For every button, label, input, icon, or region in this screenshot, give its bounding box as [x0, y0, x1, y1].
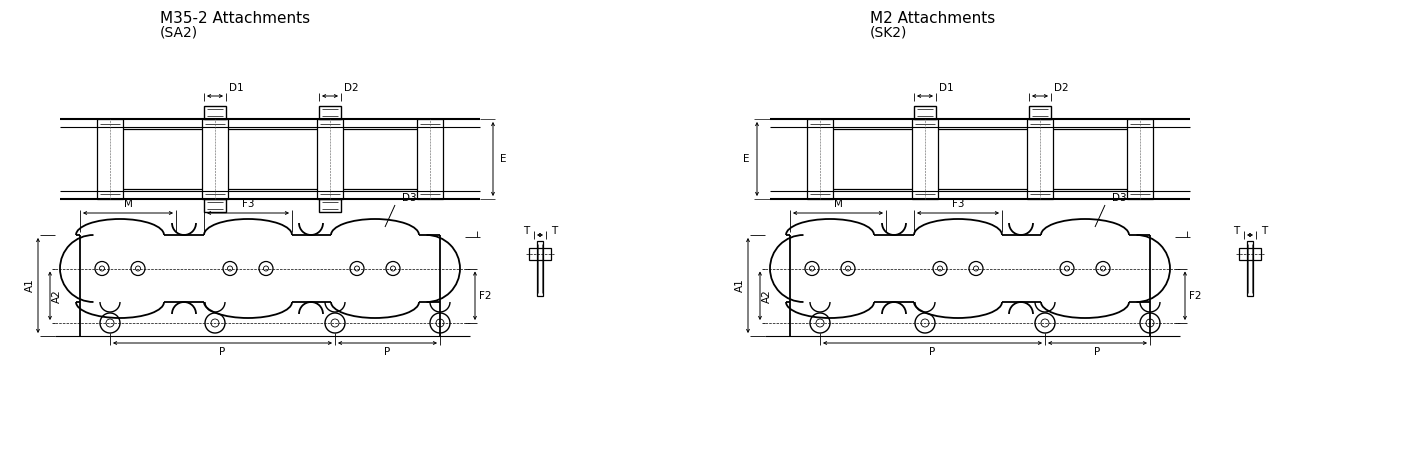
Text: T: T	[551, 226, 558, 236]
Bar	[319, 106, 341, 119]
Text: F3: F3	[952, 199, 965, 209]
Text: A2: A2	[762, 289, 772, 303]
Text: D2: D2	[343, 83, 359, 93]
Text: D1: D1	[939, 83, 954, 93]
Text: T: T	[522, 226, 529, 236]
Text: M35-2 Attachments: M35-2 Attachments	[160, 11, 311, 26]
Text: P: P	[929, 347, 935, 357]
Bar	[319, 199, 341, 212]
Text: M: M	[833, 199, 843, 209]
Text: F2: F2	[1189, 291, 1202, 301]
Text: A2: A2	[53, 289, 62, 303]
Text: M2 Attachments: M2 Attachments	[870, 11, 995, 26]
Bar	[1027, 119, 1053, 199]
Text: D3: D3	[402, 193, 417, 203]
Bar	[316, 119, 343, 199]
Bar	[201, 119, 228, 199]
Text: E: E	[499, 154, 507, 164]
Bar	[912, 119, 938, 199]
Text: E: E	[742, 154, 749, 164]
Bar	[96, 119, 123, 199]
Text: A1: A1	[26, 279, 35, 292]
Text: D2: D2	[1054, 83, 1069, 93]
Bar	[1127, 119, 1154, 199]
Text: D1: D1	[228, 83, 244, 93]
Bar	[204, 199, 226, 212]
Text: T: T	[1261, 226, 1267, 236]
Text: F3: F3	[241, 199, 254, 209]
Text: A1: A1	[735, 279, 745, 292]
Bar	[536, 241, 543, 296]
Bar	[1029, 106, 1051, 119]
Bar	[1247, 241, 1253, 296]
Text: D3: D3	[1112, 193, 1127, 203]
Text: (SK2): (SK2)	[870, 25, 907, 39]
Text: M: M	[123, 199, 132, 209]
Bar	[529, 248, 551, 259]
Bar	[1239, 248, 1261, 259]
Text: (SA2): (SA2)	[160, 25, 199, 39]
Text: F2: F2	[480, 291, 491, 301]
Bar	[914, 106, 937, 119]
Bar	[807, 119, 833, 199]
Text: T: T	[1233, 226, 1239, 236]
Bar	[417, 119, 443, 199]
Text: P: P	[1094, 347, 1101, 357]
Text: P: P	[385, 347, 390, 357]
Bar	[204, 106, 226, 119]
Text: P: P	[220, 347, 226, 357]
